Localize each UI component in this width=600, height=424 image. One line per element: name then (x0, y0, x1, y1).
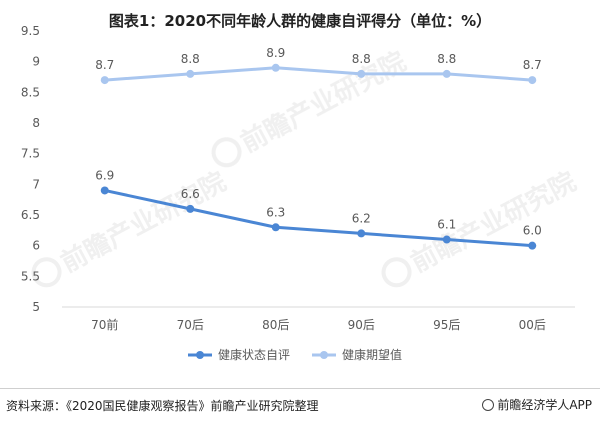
watermark-logo (381, 257, 412, 288)
data-label: 6.9 (95, 168, 114, 182)
data-label: 8.8 (181, 52, 200, 66)
y-tick-label: 6 (32, 239, 40, 253)
data-label: 8.8 (437, 52, 456, 66)
data-label: 8.8 (352, 52, 371, 66)
data-point (100, 76, 109, 85)
y-tick-label: 9.5 (21, 24, 40, 38)
data-point (528, 241, 537, 250)
watermark-text: 前瞻产业研究院 (236, 46, 411, 159)
x-tick-label: 80后 (262, 318, 289, 332)
data-label: 6.6 (181, 187, 200, 201)
y-tick-label: 6.5 (21, 208, 40, 222)
watermark-logo (211, 137, 242, 168)
data-label: 6.1 (437, 218, 456, 232)
data-point (186, 69, 195, 78)
data-label: 8.7 (95, 58, 114, 72)
x-tick-label: 70后 (177, 318, 204, 332)
data-point (357, 69, 366, 78)
data-point (442, 235, 451, 244)
x-tick-label: 95后 (433, 318, 460, 332)
data-label: 8.7 (523, 58, 542, 72)
legend-label: 健康期望值 (342, 347, 402, 362)
y-tick-label: 9 (32, 55, 40, 69)
data-label: 8.9 (266, 46, 285, 60)
series-line (104, 66, 533, 82)
data-label: 6.2 (352, 211, 371, 225)
y-tick-label: 7 (32, 177, 40, 191)
y-tick-label: 8.5 (21, 85, 40, 99)
x-tick-label: 00后 (519, 318, 546, 332)
brand-logo-icon (482, 399, 495, 411)
data-point (271, 223, 280, 232)
data-point (442, 69, 451, 78)
legend-swatch-marker (196, 351, 204, 359)
series-line (104, 189, 533, 248)
footer-divider (0, 388, 600, 389)
y-tick-label: 7.5 (21, 147, 40, 161)
data-point (528, 76, 537, 85)
x-tick-label: 90后 (348, 318, 375, 332)
data-point (100, 186, 109, 195)
watermark-logo (31, 257, 62, 288)
data-label: 6.3 (266, 205, 285, 219)
data-point (186, 204, 195, 213)
y-tick-label: 5.5 (21, 269, 40, 283)
brand-text: 前瞻经济学人APP (497, 398, 592, 412)
watermark-text: 前瞻产业研究院 (56, 166, 231, 279)
legend-label: 健康状态自评 (218, 347, 290, 362)
watermark-text: 前瞻产业研究院 (406, 166, 581, 279)
data-point (271, 63, 280, 72)
y-tick-label: 5 (32, 300, 40, 314)
source-note: 资料来源：《2020国民健康观察报告》前瞻产业研究院整理 (6, 399, 319, 413)
chart-title: 图表1：2020不同年龄人群的健康自评得分（单位：%） (108, 12, 492, 30)
data-point (357, 229, 366, 238)
data-label: 6.0 (523, 224, 542, 238)
x-tick-label: 70前 (91, 317, 118, 332)
plot-area: 5 5.5 6 6.5 7 7.5 8 8.5 9 9.5 70前 70后 80后 90后 95后 00后 6.… (21, 24, 575, 362)
y-tick-label: 8 (32, 116, 40, 130)
legend-swatch-marker (320, 351, 328, 359)
brand: 前瞻经济学人APP (482, 396, 592, 413)
